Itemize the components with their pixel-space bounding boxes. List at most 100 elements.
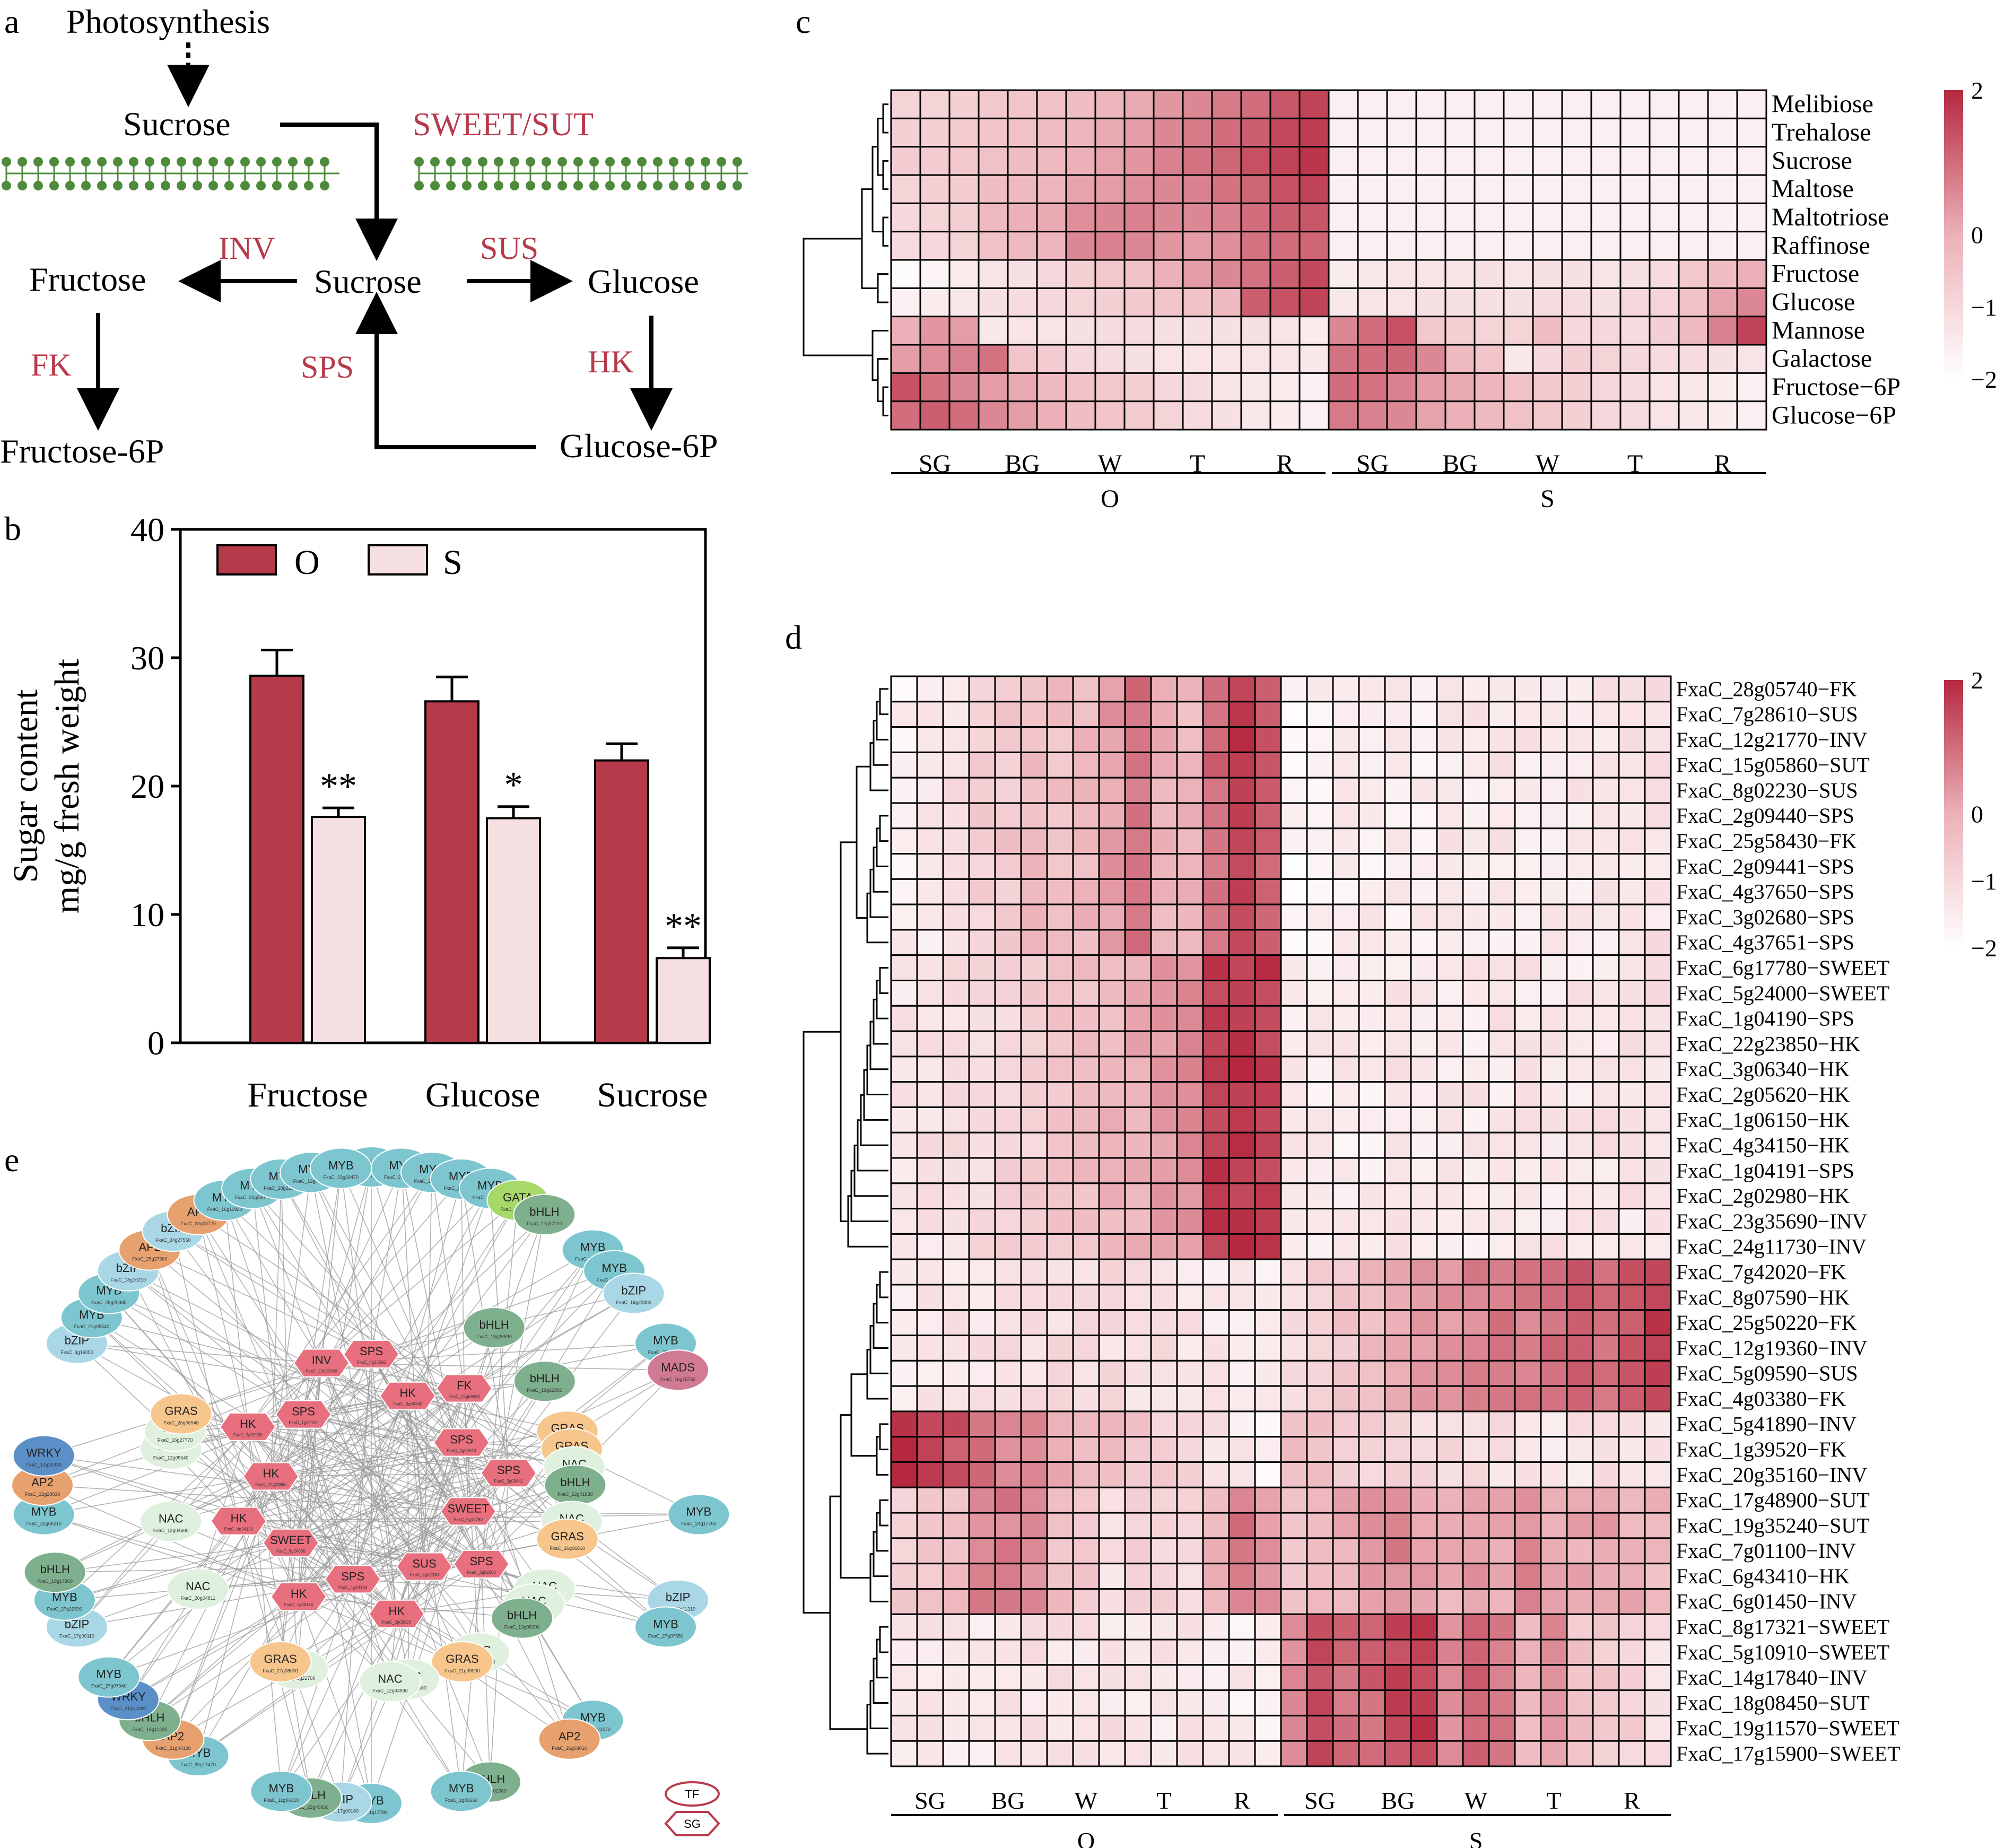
heatmap-d-cell	[942, 1638, 970, 1666]
heatmap-d-cell	[1618, 1512, 1646, 1539]
heatmap-c-cell	[1036, 400, 1067, 431]
heatmap-d-cell	[1332, 1131, 1360, 1159]
heatmap-d-cell	[1592, 802, 1620, 830]
heatmap-c-cell	[1269, 174, 1301, 204]
heatmap-d-cell	[1228, 1563, 1256, 1590]
heatmap-d-cell	[1618, 1284, 1646, 1311]
tf-node-id: FxaC_16g11920	[207, 1207, 242, 1212]
heatmap-c-cell	[1328, 287, 1359, 318]
heatmap-d-cell	[1592, 1309, 1620, 1337]
heatmap-c-cell	[948, 174, 980, 204]
enzyme-sus: SUS	[480, 231, 538, 266]
heatmap-d-cell	[1254, 1613, 1282, 1641]
heatmap-c-cell	[978, 400, 1009, 431]
heatmap-d-cell	[1592, 954, 1620, 981]
y-tick-label: 40	[130, 511, 164, 548]
heatmap-d-cell	[968, 675, 996, 703]
heatmap-d-cell	[890, 1056, 918, 1083]
heatmap-d-cell	[1618, 1537, 1646, 1565]
heatmap-d-cell	[1436, 903, 1464, 931]
heatmap-d-cell	[1098, 1563, 1126, 1590]
heatmap-d-cell	[1306, 1689, 1334, 1716]
heatmap-d-cell	[1072, 903, 1100, 931]
heatmap-c-cell	[1678, 259, 1709, 289]
heatmap-d-cell	[1436, 1689, 1464, 1716]
heatmap-d-row-label: FxaC_1g39520−FK	[1676, 1437, 1846, 1461]
heatmap-c-cell	[1736, 146, 1767, 176]
heatmap-d-cell	[1410, 1512, 1438, 1539]
heatmap-d-cell	[1280, 1208, 1308, 1235]
heatmap-d-cell	[1020, 1106, 1048, 1134]
heatmap-d-cell	[1280, 777, 1308, 804]
heatmap-c-cell	[1474, 174, 1505, 204]
heatmap-d-cell	[942, 1436, 970, 1463]
heatmap-d-cell	[1358, 802, 1386, 830]
heatmap-d-cell	[1618, 1385, 1646, 1413]
network-edge	[252, 1188, 509, 1474]
network-edge	[290, 1363, 322, 1543]
network-edge	[352, 1472, 509, 1580]
heatmap-d-cell	[1254, 1461, 1282, 1488]
heatmap-d-cell	[1254, 777, 1282, 804]
heatmap-d-cell	[1358, 1714, 1386, 1742]
heatmap-d-cell	[1566, 1056, 1594, 1083]
heatmap-d-cell	[1254, 1005, 1282, 1032]
heatmap-d-cell	[1150, 1410, 1178, 1438]
heatmap-c-cell	[1153, 259, 1184, 289]
heatmap-d-cell	[1410, 1563, 1438, 1590]
heatmap-c-cell	[1503, 146, 1534, 176]
heatmap-d-cell	[1358, 878, 1386, 905]
heatmap-d-cell	[1124, 1309, 1152, 1337]
heatmap-d-cell	[1514, 777, 1542, 804]
heatmap-d-cell	[1176, 1335, 1204, 1362]
heatmap-d-cell	[1462, 1638, 1490, 1666]
heatmap-d-cell	[1124, 1512, 1152, 1539]
heatmap-d-cell	[1254, 1410, 1282, 1438]
heatmap-d-cell	[1462, 1385, 1490, 1413]
heatmap-c-cell	[1707, 400, 1738, 431]
heatmap-d-cell	[1072, 1208, 1100, 1235]
heatmap-d-cell	[1618, 1182, 1646, 1210]
heatmap-d-cell	[1462, 1486, 1490, 1514]
heatmap-d-cell	[1540, 1537, 1568, 1565]
heatmap-d-cell	[1540, 1359, 1568, 1387]
sg-node-label: SPS	[360, 1345, 383, 1358]
heatmap-c-cell	[948, 344, 980, 374]
heatmap-c-cell	[1211, 259, 1242, 289]
heatmap-d-row-label: FxaC_4g03380−FK	[1676, 1387, 1846, 1410]
heatmap-d-cell	[1514, 1486, 1542, 1514]
heatmap-d-cell	[916, 1410, 944, 1438]
heatmap-c-cell	[1561, 287, 1592, 318]
heatmap-d-cell	[1228, 1740, 1256, 1767]
heatmap-d-cell	[1644, 853, 1672, 880]
heatmap-d-cell	[1514, 1106, 1542, 1134]
heatmap-c-cell	[1707, 372, 1738, 403]
heatmap-d-cell	[942, 1537, 970, 1565]
heatmap-c-cell	[1182, 117, 1213, 148]
heatmap-c-cell	[890, 316, 921, 346]
heatmap-d-cell	[1488, 701, 1516, 728]
heatmap-d-cell	[1228, 1714, 1256, 1742]
membrane-right-head	[478, 181, 487, 190]
heatmap-d-cell	[1124, 1233, 1152, 1260]
tf-node-id: FxaC_18g17900	[37, 1579, 73, 1584]
heatmap-d-cell	[1046, 1486, 1074, 1514]
heatmap-d-group-label: T	[1546, 1787, 1561, 1814]
heatmap-d-cell	[1280, 1664, 1308, 1692]
heatmap-d-cell	[1072, 1309, 1100, 1337]
heatmap-d-cell	[1124, 1258, 1152, 1286]
heatmap-d-cell	[1332, 853, 1360, 880]
heatmap-d-cell	[1176, 1208, 1204, 1235]
heatmap-d-cell	[994, 903, 1022, 931]
heatmap-d-cell	[1540, 675, 1568, 703]
membrane-right-head	[542, 157, 551, 167]
heatmap-d-cell	[1332, 802, 1360, 830]
heatmap-d-cell	[994, 929, 1022, 956]
heatmap-d-cell	[1020, 1588, 1048, 1615]
heatmap-c-cell	[1007, 89, 1038, 119]
heatmap-d-cell	[1202, 1537, 1230, 1565]
heatmap-d-cell	[1098, 1385, 1126, 1413]
heatmap-c-dendro-branch	[882, 216, 888, 247]
